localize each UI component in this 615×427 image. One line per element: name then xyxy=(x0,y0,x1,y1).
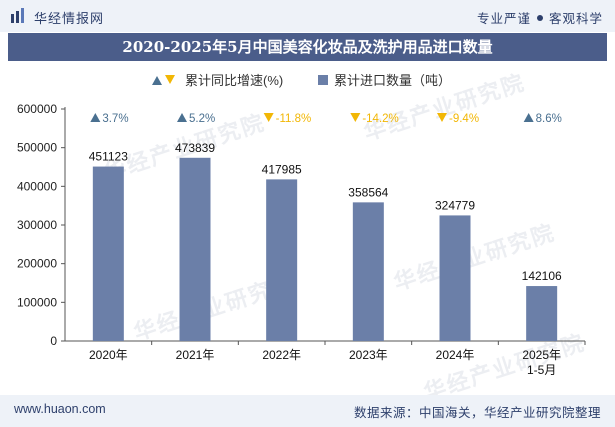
bar xyxy=(439,215,471,341)
x-tick-label: 2022年 xyxy=(262,348,301,362)
bar xyxy=(92,166,124,341)
growth-up-marker xyxy=(177,113,187,122)
bar xyxy=(179,157,211,341)
growth-down-marker xyxy=(263,113,274,122)
growth-down-marker xyxy=(350,113,361,122)
data-source: 数据来源：中国海关，华经产业研究院整理 xyxy=(353,406,601,420)
growth-label: 8.6% xyxy=(536,113,562,125)
growth-label: -9.4% xyxy=(449,113,479,125)
separator-dot-icon xyxy=(536,15,543,21)
y-tick-label: 100000 xyxy=(17,295,57,309)
triangle-up-icon xyxy=(152,76,162,85)
footer-bar: www.huaon.com 数据来源：中国海关，华经产业研究院整理 xyxy=(0,395,615,427)
x-tick-label: 2024年 xyxy=(436,348,475,362)
slogan: 专业严谨 客观科学 xyxy=(477,8,603,27)
brand-logo-icon xyxy=(11,8,24,23)
x-tick-label: 2020年 xyxy=(89,348,128,362)
y-tick-label: 0 xyxy=(50,334,57,348)
chart-legend: 累计同比增速(%) 累计进口数量（吨） xyxy=(0,70,615,88)
bar-value-label: 417985 xyxy=(262,162,302,176)
brand-name[interactable]: 华经情报网 xyxy=(34,11,105,26)
legend-volume[interactable]: 累计进口数量（吨） xyxy=(318,70,451,89)
slogan-right: 客观科学 xyxy=(548,12,603,26)
legend-growth-label: 累计同比增速(%) xyxy=(185,73,284,88)
growth-down-marker xyxy=(437,113,447,122)
bar xyxy=(526,286,558,341)
legend-growth[interactable]: 累计同比增速(%) xyxy=(152,70,283,89)
bar-value-label: 473839 xyxy=(175,141,215,155)
x-tick-label: 2021年 xyxy=(176,348,215,362)
slogan-left: 专业严谨 xyxy=(476,12,531,26)
bar-value-label: 142106 xyxy=(522,269,562,283)
bar xyxy=(352,202,384,341)
bar-value-label: 324779 xyxy=(435,198,475,212)
growth-label: 3.7% xyxy=(102,113,128,125)
y-tick-label: 300000 xyxy=(17,218,57,232)
growth-up-marker xyxy=(523,113,534,122)
y-tick-label: 400000 xyxy=(17,179,57,193)
y-tick-label: 600000 xyxy=(17,102,57,116)
footer-url[interactable]: www.huaon.com xyxy=(14,402,106,416)
y-tick-label: 500000 xyxy=(17,141,57,155)
legend-bar-swatch xyxy=(318,75,328,85)
chart-title: 2020-2025年5月中国美容化妆品及洗护用品进口数量 xyxy=(8,33,607,61)
legend-volume-label: 累计进口数量（吨） xyxy=(334,73,452,88)
growth-up-marker xyxy=(90,113,101,122)
growth-label: -14.2% xyxy=(362,113,398,125)
triangle-down-icon xyxy=(165,75,175,84)
x-tick-label: 2023年 xyxy=(349,348,388,362)
growth-label: -11.8% xyxy=(276,113,312,125)
header-bar: 华经情报网 专业严谨 客观科学 xyxy=(0,0,615,32)
bar-value-label: 358564 xyxy=(348,185,388,199)
bar xyxy=(266,179,298,341)
x-tick-label: 2025年 1-5月 xyxy=(522,348,561,377)
bar-value-label: 451123 xyxy=(89,150,128,164)
growth-label: 5.2% xyxy=(189,113,215,125)
y-tick-label: 200000 xyxy=(17,257,57,271)
